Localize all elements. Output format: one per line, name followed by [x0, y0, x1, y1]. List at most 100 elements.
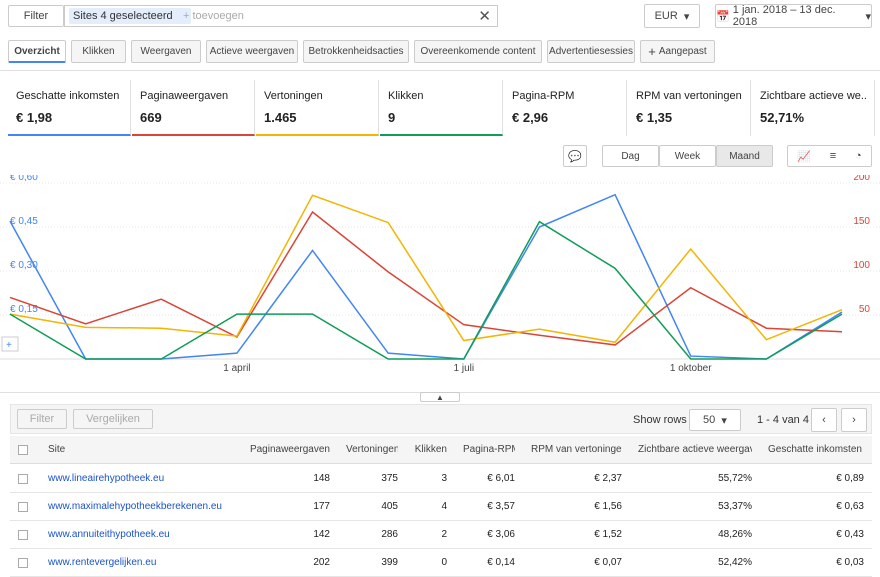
icon[interactable]: ◔ — [854, 150, 862, 162]
column-header[interactable]: Klikken — [414, 444, 447, 455]
checkbox[interactable] — [18, 474, 28, 484]
checkbox[interactable] — [18, 502, 28, 512]
series-line — [9, 220, 843, 360]
date-range[interactable]: 📅 1 jan. 2018 – 13 dec. 2018 ▾ — [715, 4, 872, 28]
column-header[interactable]: Zichtbare actieve weergave — [638, 444, 752, 455]
cell-value: € 0,14 — [487, 557, 515, 568]
collapse[interactable]: ▲ — [420, 392, 460, 402]
site-link[interactable]: www.maximalehypotheekberekenen.eu — [48, 501, 222, 512]
clear-icon[interactable]: ✕ — [478, 8, 491, 25]
icon[interactable]: 📈 — [797, 150, 812, 163]
compare[interactable]: Vergelijken — [73, 409, 153, 429]
filter-button[interactable]: Filter — [8, 5, 64, 27]
cell-value: € 0,43 — [836, 529, 864, 540]
tab-label: Klikken — [82, 46, 115, 57]
x-tick-label: 1 juli — [454, 363, 475, 374]
tab[interactable]: Betrokkenheidsacties — [303, 40, 409, 63]
period-button[interactable]: Maand — [716, 145, 773, 167]
y2-tick-label: 150 — [853, 216, 870, 227]
site-link[interactable]: www.annuiteithypotheek.eu — [48, 529, 170, 540]
metric-value: 669 — [140, 110, 162, 125]
y2-tick-label: 50 — [859, 304, 871, 315]
tab[interactable]: Weergaven — [131, 40, 201, 63]
column-header[interactable]: Pagina-RPM — [463, 444, 515, 455]
metric-card[interactable]: Zichtbare actieve we... 52,71% — [752, 80, 875, 136]
cell-value: € 1,52 — [594, 529, 622, 540]
prev[interactable]: ‹ — [811, 408, 837, 432]
tab[interactable]: Actieve weergaven — [206, 40, 298, 63]
metric-label: Paginaweergaven — [140, 90, 229, 102]
tab[interactable]: Klikken — [71, 40, 126, 63]
metric-value: 9 — [388, 110, 396, 125]
checkbox[interactable] — [18, 445, 28, 455]
table-row: www.lineairehypotheek.eu 148 375 3 € 6,01 € 2… — [10, 465, 872, 493]
currency[interactable]: EUR ▾ — [644, 4, 700, 28]
column-header[interactable]: Site — [48, 444, 66, 455]
table-row: www.rentevergelijken.eu 202 399 0 € 0,14 € 0,… — [10, 549, 872, 577]
table-filter[interactable]: Filter — [17, 409, 67, 429]
metric-value: 52,71% — [760, 110, 805, 125]
next[interactable]: › — [841, 408, 867, 432]
site-link[interactable]: www.lineairehypotheek.eu — [48, 473, 165, 484]
x-tick-label: 1 april — [223, 363, 250, 374]
tab[interactable]: Overzicht — [8, 40, 66, 63]
metric-card[interactable]: Paginaweergaven 669 — [132, 80, 255, 136]
show-rows[interactable]: 50 ▾ — [689, 409, 741, 431]
cell-value: 375 — [381, 473, 398, 484]
divider — [0, 70, 880, 71]
site-link[interactable]: www.rentevergelijken.eu — [48, 557, 157, 568]
tab[interactable]: Overeenkomende content — [414, 40, 542, 63]
period-button[interactable]: Dag — [602, 145, 659, 167]
metric-label: Klikken — [388, 90, 424, 102]
metric-label: Zichtbare actieve we... — [760, 90, 866, 102]
cell-value: € 0,03 — [836, 557, 864, 568]
tab-label: Advertentiesessies — [549, 46, 633, 57]
currency-text: EUR — [654, 10, 678, 22]
column-header[interactable]: RPM van vertoningen — [531, 444, 622, 455]
metric-card[interactable]: Geschatte inkomsten € 1,98 — [8, 80, 131, 136]
checkbox[interactable] — [18, 558, 28, 568]
cell-value: 286 — [381, 529, 398, 540]
y2-tick-label: 100 — [853, 260, 870, 271]
cell-value: 177 — [313, 501, 330, 512]
cell-value: 2 — [441, 529, 447, 540]
cell-value: 53,37% — [718, 501, 752, 512]
x-tick-label: 1 oktober — [670, 363, 712, 374]
period-button[interactable]: Week — [659, 145, 716, 167]
show-rows-value: 50 — [703, 414, 716, 426]
cell-value: 148 — [313, 473, 330, 484]
filter-box[interactable]: Sites 4 geselecteerd + toevoegen ✕ — [64, 5, 498, 27]
column-header[interactable]: Geschatte inkomsten * — [768, 444, 864, 455]
placeholder[interactable]: + toevoegen — [183, 10, 244, 22]
chart-type[interactable]: 📈 ≡ ◔ — [787, 145, 872, 167]
cell-value: 55,72% — [718, 473, 752, 484]
metric-value: € 2,96 — [512, 110, 549, 125]
table: Site Paginaweergaven Vertoningen Klikken Pag… — [10, 436, 872, 577]
checkbox[interactable] — [18, 530, 28, 540]
metric-value: € 1,35 — [636, 110, 673, 125]
tab[interactable]: Advertentiesessies — [547, 40, 635, 63]
icon[interactable]: ≡ — [829, 150, 837, 162]
metric-value: € 1,98 — [16, 110, 53, 125]
column-header[interactable]: Paginaweergaven — [249, 444, 330, 455]
metric-card[interactable]: RPM van vertoningen € 1,35 — [628, 80, 751, 136]
column-header[interactable]: Vertoningen — [346, 444, 398, 455]
table-row: www.annuiteithypotheek.eu 142 286 2 € 3,06 € … — [10, 521, 872, 549]
metric-card[interactable]: Pagina-RPM € 2,96 — [504, 80, 627, 136]
table-row: www.maximalehypotheekberekenen.eu 177 405 4… — [10, 493, 872, 521]
cell-value: 405 — [381, 501, 398, 512]
cell-value: 48,26% — [718, 529, 752, 540]
metric-card[interactable]: Klikken 9 — [380, 80, 503, 136]
cell-value: 3 — [441, 473, 447, 484]
series-line — [9, 194, 843, 344]
metric-card[interactable]: Vertoningen 1.465 — [256, 80, 379, 136]
cell-value: 4 — [441, 501, 447, 512]
tab[interactable]: + Aangepast — [640, 40, 715, 63]
table-toolbar: Filter Vergelijken Show rows 50 ▾ 1 - 4 … — [10, 404, 872, 434]
cell-value: 399 — [381, 557, 398, 568]
series-line — [9, 210, 843, 346]
y-tick-label: € 0,60 — [10, 175, 38, 183]
annotation-button[interactable]: 💬 — [563, 145, 587, 167]
chip[interactable]: Sites 4 geselecteerd — [69, 8, 191, 24]
